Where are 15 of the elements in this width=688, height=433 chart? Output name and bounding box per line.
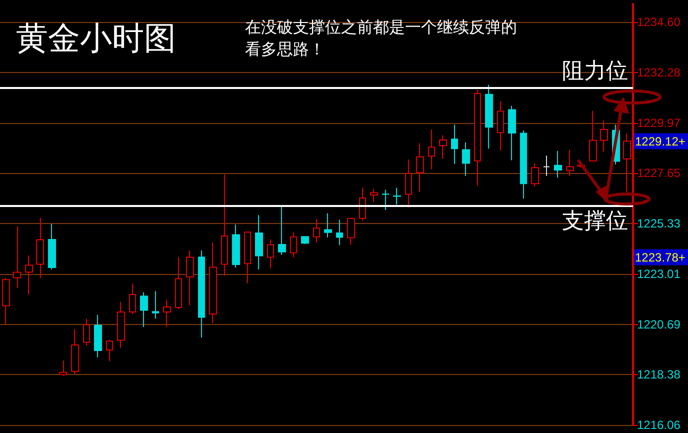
y-tick-label: 1232.28 <box>637 66 681 80</box>
y-tick-label: 1216.06 <box>637 418 681 432</box>
y-tick-label: 1234.60 <box>637 15 681 30</box>
ref-line-label: 阻力位 <box>562 58 628 84</box>
y-tick-label: 1223.01 <box>637 267 681 282</box>
y-tick-label: 1220.69 <box>637 317 681 332</box>
ref-line-label: 支撑位 <box>562 208 628 234</box>
y-tick-label: 1227.65 <box>637 166 681 180</box>
y-tick-label: 1225.33 <box>637 216 681 231</box>
text: 黄金小时图 <box>16 19 176 57</box>
y-tick-label: 1229.97 <box>637 116 681 130</box>
y-tick-label: 1218.38 <box>637 368 681 382</box>
text: 在没破支撑位之前都是一个继续反弹的看多思路！ <box>245 18 517 58</box>
text: 1223.78+ <box>635 250 686 264</box>
text: 1229.12+ <box>635 134 686 148</box>
